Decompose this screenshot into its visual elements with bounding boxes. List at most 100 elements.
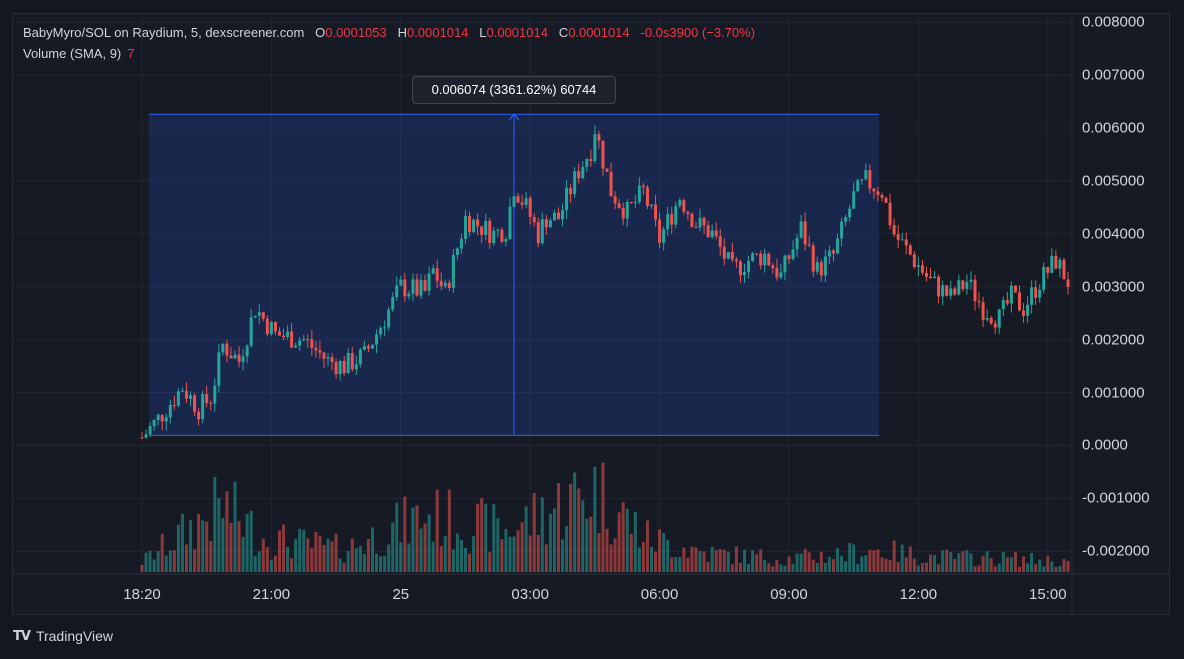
symbol-title: BabyMyro/SOL on Raydium, 5, dexscreener.… xyxy=(23,25,305,40)
volume-bar xyxy=(439,546,443,572)
volume-bar xyxy=(508,536,512,572)
candle-body xyxy=(354,364,358,370)
candle-body xyxy=(229,355,233,359)
volume-bar xyxy=(407,543,411,572)
candle-body xyxy=(698,217,702,228)
volume-bar xyxy=(937,564,941,572)
volume-bar xyxy=(241,536,245,572)
y-tick-label: 0.005000 xyxy=(1082,172,1145,190)
candle-body xyxy=(726,252,730,259)
volume-bar xyxy=(836,548,840,572)
candle-body xyxy=(641,185,645,188)
candle-body xyxy=(1030,287,1034,305)
volume-bar xyxy=(876,549,880,572)
volume-bar xyxy=(787,556,791,572)
candle-body xyxy=(589,159,593,162)
volume-bar xyxy=(225,491,229,572)
x-tick-label: 03:00 xyxy=(511,586,549,603)
volume-bar xyxy=(945,549,949,572)
candle-body xyxy=(407,293,411,297)
candle-body xyxy=(953,288,957,295)
candle-body xyxy=(714,230,718,237)
volume-bar xyxy=(269,559,273,572)
candle-body xyxy=(819,262,823,276)
volume-bar xyxy=(548,513,552,572)
close-value: 0.0001014 xyxy=(568,25,630,40)
chart-frame xyxy=(12,13,1170,615)
volume-bar xyxy=(969,553,973,572)
candle-body xyxy=(738,261,742,276)
volume-bar xyxy=(552,508,556,572)
volume-bar xyxy=(597,533,601,572)
volume-bar xyxy=(205,521,209,572)
volume-bar xyxy=(1030,552,1034,572)
volume-bar xyxy=(888,560,892,572)
candle-body xyxy=(775,268,779,278)
volume-bar xyxy=(920,562,924,572)
volume-bar xyxy=(581,500,585,572)
volume-bar xyxy=(468,553,472,572)
volume-bar xyxy=(734,546,738,572)
high-label: H xyxy=(397,25,407,40)
volume-bar xyxy=(738,563,742,572)
candle-body xyxy=(245,345,249,357)
candle-body xyxy=(924,272,928,277)
candle-body xyxy=(633,201,637,203)
candle-body xyxy=(989,317,993,324)
candle-body xyxy=(379,328,383,335)
volume-bar xyxy=(221,518,225,572)
volume-bar xyxy=(759,549,763,572)
candle-body xyxy=(540,219,544,244)
volume-bar xyxy=(540,497,544,572)
candle-body xyxy=(314,347,318,351)
volume-bar xyxy=(730,564,734,572)
candle-body xyxy=(759,253,763,266)
volume-bar xyxy=(277,530,281,572)
open-label: O xyxy=(315,25,326,40)
volume-bar xyxy=(783,565,787,572)
candle-body xyxy=(556,212,560,220)
candle-body xyxy=(528,198,532,218)
candle-body xyxy=(221,343,225,353)
volume-bar xyxy=(168,550,172,572)
candle-body xyxy=(601,140,605,169)
volume-bar xyxy=(645,520,649,572)
volume-bar xyxy=(961,551,965,572)
volume-bar xyxy=(1054,567,1058,572)
candle-body xyxy=(815,262,819,272)
volume-bar xyxy=(751,550,755,572)
volume-bar xyxy=(233,481,237,572)
candle-body xyxy=(912,254,916,267)
candle-body xyxy=(225,343,229,356)
volume-bar xyxy=(848,542,852,572)
volume-bar xyxy=(459,540,463,572)
volume-bar xyxy=(375,553,379,572)
candle-body xyxy=(358,349,362,365)
volume-bar xyxy=(249,510,253,572)
volume-bar xyxy=(811,559,815,572)
y-tick-label: 0.001000 xyxy=(1082,384,1145,402)
candle-body xyxy=(399,279,403,286)
x-tick-label: 25 xyxy=(392,586,410,603)
volume-bar xyxy=(609,544,613,572)
volume-bar xyxy=(492,504,496,572)
candle-body xyxy=(920,265,924,273)
candle-body xyxy=(370,344,374,349)
volume-bar xyxy=(512,536,516,572)
volume-bar xyxy=(694,547,698,572)
candle-body xyxy=(451,254,455,288)
candle-body xyxy=(945,285,949,296)
candle-body xyxy=(524,198,528,205)
volume-bar xyxy=(140,564,144,572)
candle-body xyxy=(763,253,767,266)
candle-body xyxy=(520,202,524,205)
measure-arrow-head xyxy=(508,113,520,121)
candle-body xyxy=(888,202,892,226)
tradingview-brand[interactable]: TV TradingView xyxy=(13,628,113,644)
brand-name: TradingView xyxy=(35,628,113,644)
plot-area[interactable] xyxy=(12,13,1170,615)
candle-body xyxy=(621,207,625,219)
volume-bar xyxy=(1050,561,1054,572)
candle-body xyxy=(241,356,245,362)
candle-body xyxy=(148,426,152,435)
